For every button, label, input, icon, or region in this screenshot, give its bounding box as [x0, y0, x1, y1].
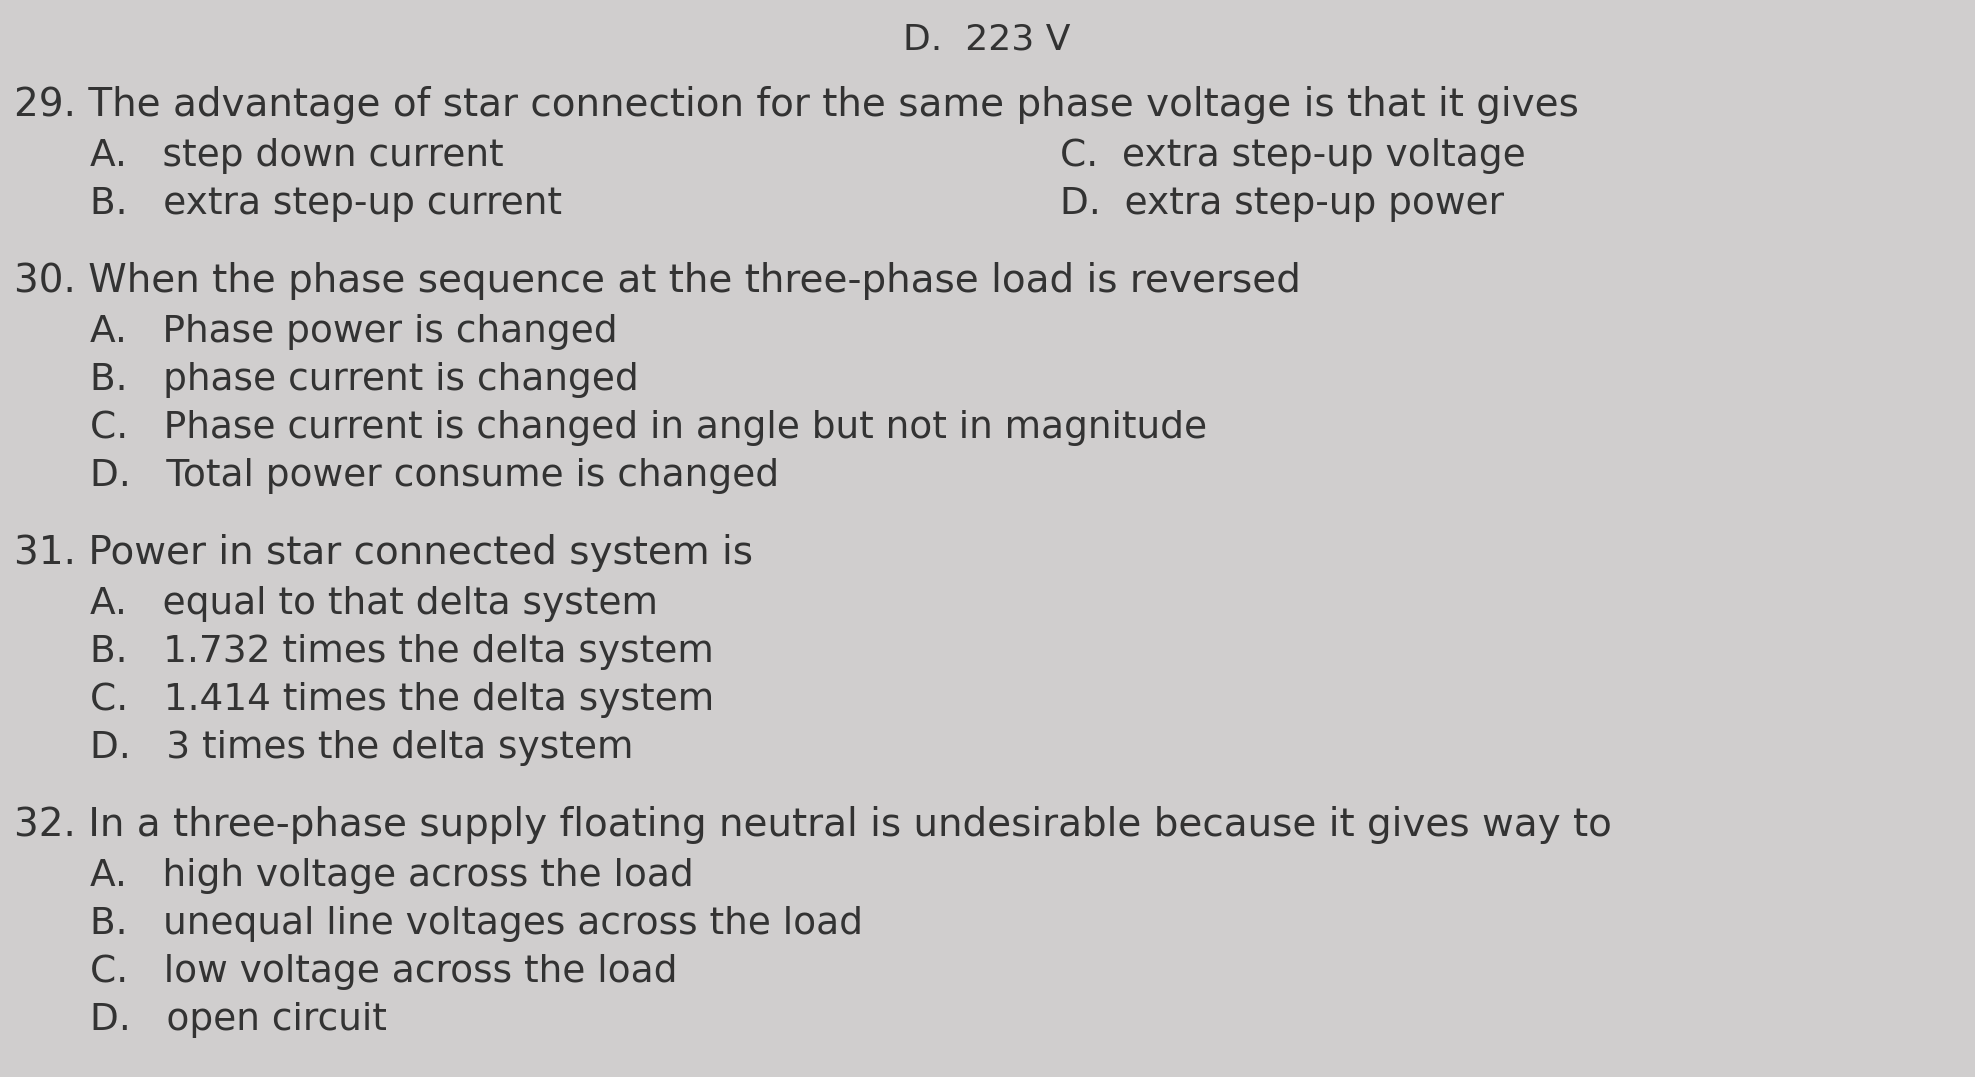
Text: C.   low voltage across the load: C. low voltage across the load [91, 954, 677, 990]
Text: B.   phase current is changed: B. phase current is changed [91, 362, 638, 398]
Text: C.   1.414 times the delta system: C. 1.414 times the delta system [91, 682, 715, 718]
Text: 30. When the phase sequence at the three-phase load is reversed: 30. When the phase sequence at the three… [14, 262, 1302, 300]
Text: B.   extra step-up current: B. extra step-up current [91, 186, 563, 222]
Text: 29. The advantage of star connection for the same phase voltage is that it gives: 29. The advantage of star connection for… [14, 86, 1578, 124]
Text: A.   equal to that delta system: A. equal to that delta system [91, 586, 658, 623]
Text: C.   Phase current is changed in angle but not in magnitude: C. Phase current is changed in angle but… [91, 410, 1207, 446]
Text: B.   1.732 times the delta system: B. 1.732 times the delta system [91, 634, 713, 670]
Text: A.   Phase power is changed: A. Phase power is changed [91, 314, 618, 350]
Text: 31. Power in star connected system is: 31. Power in star connected system is [14, 534, 752, 572]
Text: D.   Total power consume is changed: D. Total power consume is changed [91, 458, 778, 494]
Text: 32. In a three-phase supply floating neutral is undesirable because it gives way: 32. In a three-phase supply floating neu… [14, 806, 1612, 844]
Text: B.   unequal line voltages across the load: B. unequal line voltages across the load [91, 906, 863, 942]
Text: D.   open circuit: D. open circuit [91, 1002, 387, 1038]
Text: D.  223 V: D. 223 V [903, 22, 1070, 56]
Text: D.   3 times the delta system: D. 3 times the delta system [91, 730, 634, 766]
Text: C.  extra step-up voltage: C. extra step-up voltage [1061, 138, 1527, 174]
Text: D.  extra step-up power: D. extra step-up power [1061, 186, 1505, 222]
Text: A.   high voltage across the load: A. high voltage across the load [91, 858, 693, 894]
Text: A.   step down current: A. step down current [91, 138, 504, 174]
